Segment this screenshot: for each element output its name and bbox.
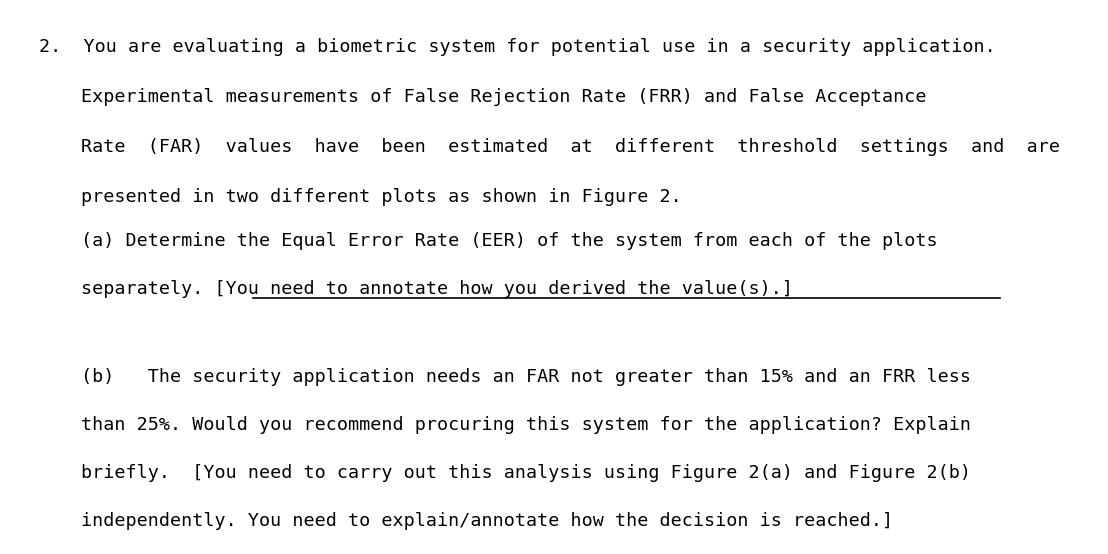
Text: (a) Determine the Equal Error Rate (EER) of the system from each of the plots: (a) Determine the Equal Error Rate (EER)…: [81, 232, 937, 250]
Text: briefly.  [You need to carry out this analysis using Figure 2(a) and Figure 2(b): briefly. [You need to carry out this ana…: [81, 464, 971, 482]
Text: Rate  (FAR)  values  have  been  estimated  at  different  threshold  settings  : Rate (FAR) values have been estimated at…: [81, 138, 1060, 156]
Text: (b)   The security application needs an FAR not greater than 15% and an FRR less: (b) The security application needs an FA…: [81, 368, 971, 386]
Text: Experimental measurements of False Rejection Rate (FRR) and False Acceptance: Experimental measurements of False Rejec…: [81, 88, 926, 106]
Text: than 25%. Would you recommend procuring this system for the application? Explain: than 25%. Would you recommend procuring …: [81, 416, 971, 434]
Text: independently. You need to explain/annotate how the decision is reached.]: independently. You need to explain/annot…: [81, 512, 893, 530]
Text: separately. [You need to annotate how you derived the value(s).]: separately. [You need to annotate how yo…: [81, 280, 793, 298]
Text: 2.  You are evaluating a biometric system for potential use in a security applic: 2. You are evaluating a biometric system…: [39, 38, 995, 56]
Text: presented in two different plots as shown in Figure 2.: presented in two different plots as show…: [81, 188, 681, 206]
